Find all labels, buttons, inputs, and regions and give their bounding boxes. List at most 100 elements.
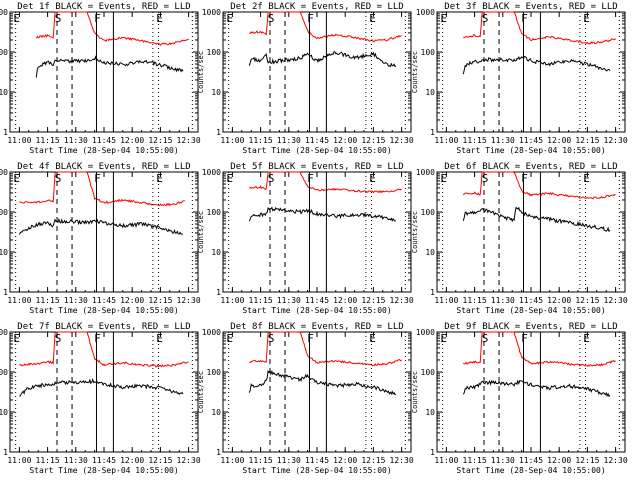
plot-frame [222,11,412,133]
series-line-lld [19,331,189,368]
series-line-events [18,217,183,235]
x-tick-label: 12:00 [547,136,571,145]
x-tick-label: 12:30 [390,136,414,145]
y-tick-label: 100 [421,48,436,57]
y-tick-label: 100 [0,48,8,57]
marker-label: E [369,172,376,185]
y-axis-label: Counts/sec [411,211,419,253]
panel-det-5: Det 5f BLACK = Events, RED = LLD 1 10 100 10… [197,162,414,315]
marker-label: F [307,332,314,345]
panel-det-3: Det 3f BLACK = Events, RED = LLD 1 10 100 10… [411,2,628,155]
marker-label: E [13,332,20,345]
x-tick-label: 12:30 [177,296,201,305]
series-line-events [19,378,184,397]
marker-label: E [156,172,163,185]
x-axis-label: Start Time (28-Sep-04 10:55:00) [456,146,605,155]
x-tick-label: 12:15 [575,296,599,305]
marker-label: E [583,172,590,185]
x-tick-label: 11:30 [277,136,301,145]
x-axis-label: Start Time (28-Sep-04 10:55:00) [242,306,391,315]
marker-label: F [307,12,314,25]
panel-title: Det 7f BLACK = Events, RED = LLD [17,322,190,332]
y-tick-label: 100 [207,208,222,217]
marker-label: E [440,12,447,25]
marker-label: S [268,332,275,345]
panel-det-2: Det 2f BLACK = Events, RED = LLD 1 10 100 10… [197,2,414,155]
y-tick-label: 1000 [0,8,8,17]
x-tick-label: 11:45 [305,136,329,145]
marker-label: E [440,172,447,185]
x-tick-label: 12:00 [120,456,144,465]
x-tick-label: 12:00 [333,136,357,145]
y-tick-label: 10 [211,88,221,97]
marker-label: S [482,12,489,25]
x-tick-label: 12:00 [547,456,571,465]
x-tick-label: 11:45 [92,296,116,305]
x-tick-label: 11:45 [92,456,116,465]
y-tick-label: 1000 [416,168,435,177]
y-axis-label: Counts/sec [411,371,419,413]
marker-label: E [156,12,163,25]
y-tick-label: 1000 [202,168,221,177]
marker-label: S [55,332,62,345]
x-tick-label: 11:30 [277,456,301,465]
series-line-events [248,369,397,396]
x-tick-label: 12:15 [148,456,172,465]
x-tick-label: 11:45 [92,136,116,145]
panel-title: Det 3f BLACK = Events, RED = LLD [444,2,617,12]
x-tick-label: 11:45 [305,296,329,305]
x-tick-label: 11:00 [434,296,458,305]
x-tick-label: 11:00 [434,456,458,465]
panel-det-8: Det 8f BLACK = Events, RED = LLD 1 10 100 10… [197,322,414,475]
y-tick-label: 10 [0,88,8,97]
y-tick-label: 10 [425,88,435,97]
panel-title: Det 9f BLACK = Events, RED = LLD [444,322,617,332]
x-tick-label: 11:15 [249,136,273,145]
x-tick-label: 12:00 [120,296,144,305]
panel-det-6: Det 6f BLACK = Events, RED = LLD 1 10 100 10… [411,162,628,315]
plot-frame [436,331,626,453]
plot-frame [436,11,626,133]
y-tick-label: 1 [216,128,221,137]
marker-label: F [521,12,528,25]
panel-det-4: Det 4f BLACK = Events, RED = LLD 1 10 100 10… [0,162,201,315]
marker-label: F [94,12,101,25]
marker-label: S [482,332,489,345]
x-tick-label: 12:15 [148,136,172,145]
x-tick-label: 11:00 [7,136,31,145]
panel-title: Det 1f BLACK = Events, RED = LLD [17,2,190,12]
x-tick-label: 11:15 [463,136,487,145]
x-tick-label: 11:30 [64,296,88,305]
x-tick-label: 11:45 [519,296,543,305]
x-tick-label: 12:30 [604,136,628,145]
y-axis-label: Counts/sec [197,211,205,253]
y-tick-label: 100 [0,368,8,377]
x-tick-label: 12:00 [120,136,144,145]
marker-label: S [268,12,275,25]
panel-det-9: Det 9f BLACK = Events, RED = LLD 1 10 100 10… [411,322,628,475]
y-axis-label: Counts/sec [197,371,205,413]
x-tick-label: 11:30 [277,296,301,305]
x-tick-label: 12:15 [361,296,385,305]
y-tick-label: 1 [216,288,221,297]
y-axis-label: Counts/sec [411,51,419,93]
x-tick-label: 12:15 [575,456,599,465]
series-line-events [35,55,184,78]
x-tick-label: 12:30 [390,456,414,465]
series-line-lld [19,171,185,207]
marker-label: E [156,332,163,345]
x-tick-label: 11:15 [36,296,60,305]
y-tick-label: 1000 [202,8,221,17]
x-tick-label: 11:30 [491,456,515,465]
y-tick-label: 10 [425,248,435,257]
x-tick-label: 12:30 [390,296,414,305]
y-tick-label: 100 [0,208,8,217]
panel-title: Det 8f BLACK = Events, RED = LLD [230,322,403,332]
series-line-events [462,379,611,398]
y-tick-label: 1 [216,448,221,457]
series-line-events [248,51,397,68]
x-tick-label: 11:15 [36,136,60,145]
series-line-lld [463,11,616,45]
x-tick-label: 12:00 [333,456,357,465]
